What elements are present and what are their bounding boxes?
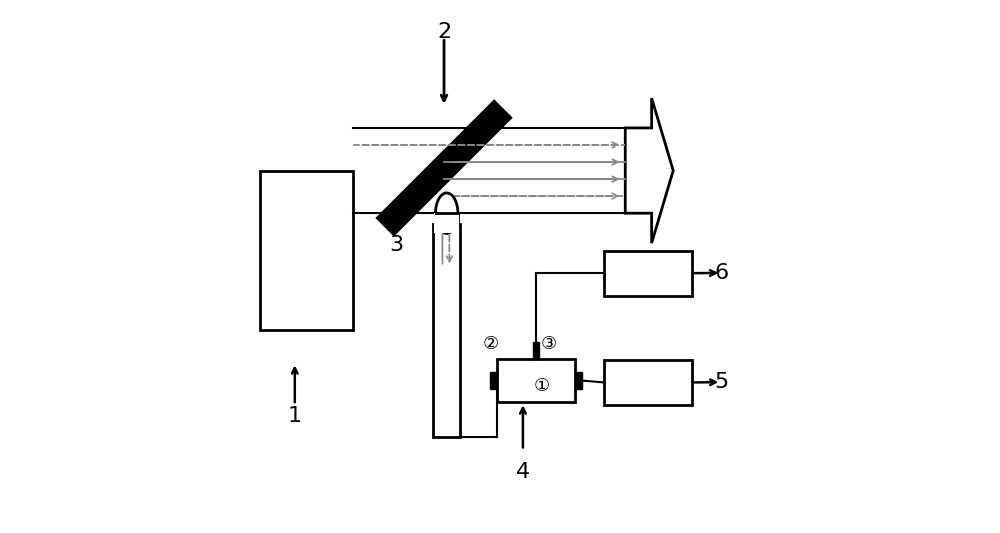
Polygon shape: [377, 101, 511, 235]
Bar: [604, 360, 692, 405]
Text: 1: 1: [288, 406, 302, 426]
Text: 6: 6: [714, 263, 728, 283]
Text: 2: 2: [437, 22, 451, 42]
Bar: [260, 171, 353, 330]
Bar: [490, 372, 497, 389]
Text: 4: 4: [516, 462, 530, 482]
Text: 5: 5: [714, 372, 728, 392]
Bar: [436, 213, 458, 320]
Ellipse shape: [436, 193, 458, 233]
Bar: [604, 251, 692, 296]
Text: 3: 3: [389, 235, 403, 255]
Bar: [433, 224, 460, 437]
Bar: [533, 342, 539, 359]
Text: ③: ③: [541, 335, 557, 353]
Bar: [575, 372, 582, 389]
Text: ②: ②: [482, 335, 498, 353]
Bar: [497, 359, 575, 402]
Text: ①: ①: [534, 377, 550, 395]
Polygon shape: [625, 98, 673, 243]
Bar: [434, 213, 459, 233]
